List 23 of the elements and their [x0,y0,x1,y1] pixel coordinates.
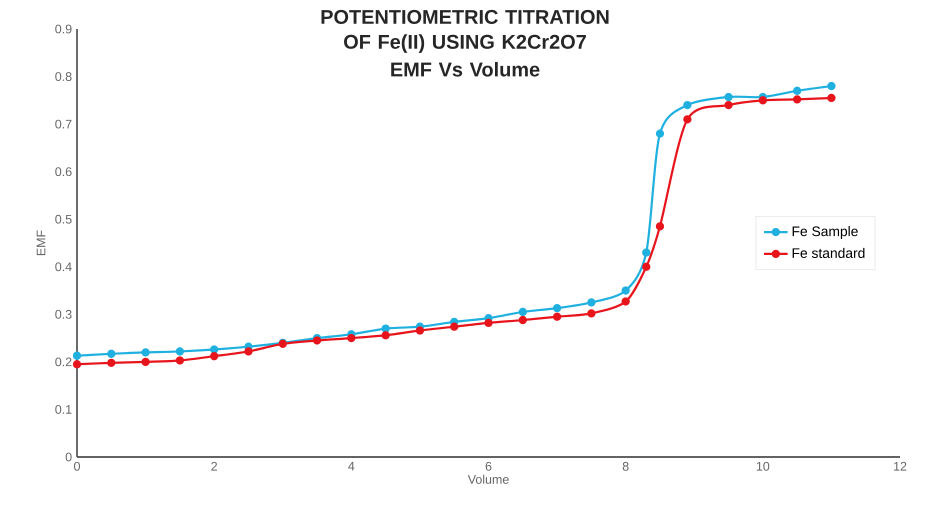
legend-label: Fe standard [792,248,864,258]
x-tick-label: 12 [894,462,906,471]
y-axis-title: EMF [36,230,46,256]
text: EMF Vs Volume [391,62,540,77]
y-tick-label: 0.8 [55,72,72,81]
x-axis-title: Volume [468,474,509,484]
y-tick-label: 0.3 [55,310,72,319]
y-tick-label: 0.9 [55,24,72,34]
x-tick-label: 6 [486,462,492,471]
y-tick-label: 0.7 [55,120,72,129]
y-tick-label: 0 [66,452,72,462]
x-tick-label: 2 [211,462,217,471]
chart-title: POTENTIOMETRIC TITRATION OF Fe(II) USING K2Cr2O7 [322,10,609,53]
y-tick-label: 0.2 [55,357,72,366]
x-tick-label: 0 [74,462,80,471]
y-tick-label: 0.4 [55,262,72,272]
y-tick-label: 0.6 [55,167,72,176]
x-tick-label: 8 [622,462,629,471]
y-tick-label: 0.5 [55,214,72,224]
y-tick-label: 0.1 [55,405,72,414]
legend-label: Fe Sample [792,226,858,239]
x-tick-label: 4 [348,462,354,470]
x-tick-label: 10 [756,462,770,471]
